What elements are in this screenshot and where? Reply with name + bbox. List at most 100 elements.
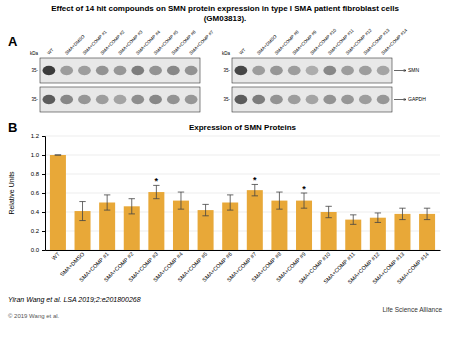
y-tick-mark: [42, 193, 45, 194]
band: [359, 95, 372, 105]
bar: [321, 212, 337, 250]
bar: [247, 190, 263, 250]
error-bar: [82, 202, 83, 221]
band: [42, 66, 55, 76]
y-tick: 0.2: [31, 228, 45, 234]
bar: [370, 218, 386, 250]
band: [96, 66, 109, 76]
error-bar: [304, 193, 305, 208]
x-axis: WTSMA+DMSOSMA+COMP #1SMA+COMP #2SMA+COMP…: [46, 250, 441, 285]
significance-label: *: [253, 175, 257, 185]
band: [341, 66, 354, 76]
band-smear: [151, 72, 160, 74]
blot-box: [232, 58, 392, 83]
error-cap: [325, 217, 331, 218]
panel-label: B: [8, 120, 17, 135]
error-cap: [129, 198, 135, 199]
bar: [419, 214, 435, 250]
grid-line: [45, 155, 440, 156]
band-smear: [343, 72, 352, 74]
error-cap: [350, 214, 356, 215]
band-smear: [98, 72, 107, 74]
y-axis-title: Relative Units: [8, 171, 15, 215]
protein-arrow: [394, 70, 406, 71]
chart-container: kDa35-35-WTSMA+DMSOSMA+COMP #1SMA+COMP #…: [0, 0, 450, 338]
y-tick: 0.6: [31, 190, 45, 196]
error-bar: [156, 185, 157, 198]
error-bar: [131, 199, 132, 214]
band: [185, 66, 198, 76]
band: [377, 95, 390, 105]
y-tick-mark: [42, 174, 45, 175]
y-tick-mark: [42, 212, 45, 213]
band-smear: [151, 101, 160, 103]
error-cap: [399, 208, 405, 209]
error-cap: [104, 210, 110, 211]
band-smear: [272, 101, 281, 103]
band: [306, 95, 319, 105]
band: [306, 66, 319, 76]
error-bar: [353, 215, 354, 225]
y-tick: 0.0: [31, 247, 45, 253]
y-tick: 1.2: [31, 133, 45, 139]
error-cap: [227, 194, 233, 195]
band-smear: [379, 72, 388, 74]
band: [60, 95, 73, 105]
y-tick-label: 0.6: [31, 190, 40, 196]
error-cap: [129, 213, 135, 214]
x-tick: WT: [50, 250, 61, 261]
band-smear: [169, 72, 178, 74]
axis-line: [42, 137, 46, 251]
error-cap: [202, 215, 208, 216]
error-cap: [178, 209, 184, 210]
band-smear: [308, 72, 317, 74]
grid-line: [45, 193, 440, 194]
citation: Yiran Wang et al. LSA 2019;2:e201800268: [8, 296, 141, 304]
band: [131, 66, 144, 76]
band-smear: [62, 101, 71, 103]
band-smear: [44, 72, 53, 74]
band-smear: [325, 72, 334, 74]
band: [114, 95, 127, 105]
error-cap: [227, 210, 233, 211]
band: [149, 95, 162, 105]
error-cap: [424, 208, 430, 209]
blot-box: [40, 58, 200, 83]
band: [359, 66, 372, 76]
error-cap: [399, 219, 405, 220]
error-cap: [104, 194, 110, 195]
band: [131, 95, 144, 105]
band-smear: [116, 101, 125, 103]
band-smear: [254, 101, 263, 103]
bar-panel: 0.00.20.40.60.81.01.2WTSMA+DMSOSMA+COMP …: [8, 120, 442, 319]
y-tick: 1.0: [31, 152, 45, 158]
size-marker: 35-: [223, 97, 230, 102]
error-bar: [328, 206, 329, 217]
blot-panel: kDa35-35-WTSMA+DMSOSMA+COMP #1SMA+COMP #…: [30, 29, 215, 112]
band: [78, 66, 91, 76]
band: [167, 66, 180, 76]
y-tick-mark: [42, 250, 45, 251]
protein-label: GAPDH: [408, 96, 426, 102]
error-cap: [178, 192, 184, 193]
error-bar: [402, 208, 403, 219]
band-smear: [98, 101, 107, 103]
band-smear: [80, 72, 89, 74]
band: [323, 66, 336, 76]
band: [341, 95, 354, 105]
band-smear: [80, 101, 89, 103]
y-tick-label: 0.4: [31, 209, 40, 215]
band-smear: [343, 101, 352, 103]
x-tick-label: SMA+COMP #14: [396, 251, 430, 285]
size-marker: 35-: [31, 68, 38, 73]
y-axis: 0.00.20.40.60.81.01.2: [31, 133, 46, 253]
lane-label: SMA+COMP #14: [380, 27, 408, 55]
band: [42, 95, 55, 105]
size-marker: 35-: [31, 97, 38, 102]
band-smear: [308, 101, 317, 103]
band: [167, 95, 180, 105]
blot-box: [40, 87, 200, 112]
bar: [198, 210, 214, 250]
error-cap: [350, 224, 356, 225]
error-cap: [202, 204, 208, 205]
